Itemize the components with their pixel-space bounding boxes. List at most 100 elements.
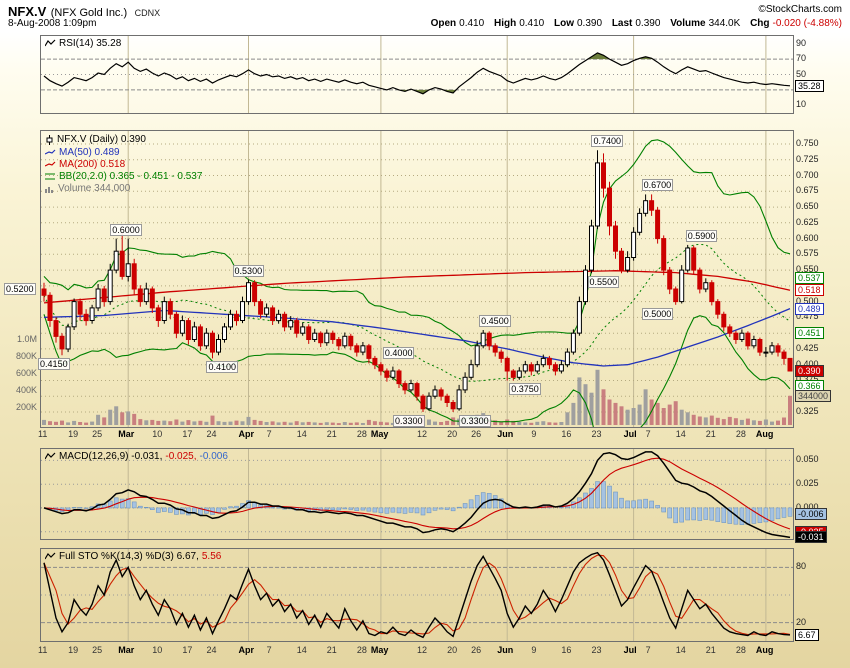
price-axis-label: 0.725 (796, 153, 819, 164)
ma50-legend: MA(50) 0.489 (45, 147, 120, 158)
x-axis-label: 10 (152, 429, 163, 439)
volume-legend-label: Volume 344,000 (58, 183, 131, 194)
x-axis-label: 16 (561, 645, 572, 655)
volume-value: 344.0K (708, 18, 741, 29)
ma50-legend-label: MA(50) 0.489 (59, 147, 120, 158)
x-axis-label: 7 (645, 645, 651, 655)
volume-axis-label: 600K (15, 368, 37, 378)
price-axis-label: 0.500 (796, 295, 819, 306)
x-axis-label: 19 (68, 429, 79, 439)
x-axis-label: 26 (471, 429, 482, 439)
x-axis-label: 12 (417, 429, 428, 439)
x-axis-label: 17 (182, 429, 193, 439)
volume-legend: Volume 344,000 (45, 183, 130, 194)
macd-hist-value: -0.006 (199, 451, 228, 462)
sto-d-value: 5.56 (201, 551, 222, 562)
x-axis-label: 28 (356, 429, 367, 439)
x-axis-label: 28 (735, 429, 746, 439)
chart-datetime: 8-Aug-2008 1:09pm (8, 18, 97, 29)
x-axis-label: 20 (447, 645, 458, 655)
last-value-badge: 0.390 (795, 365, 824, 377)
rsi-line-icon (45, 39, 56, 48)
sto-panel (40, 548, 794, 642)
candlestick-icon (45, 134, 54, 145)
x-axis-label: Jun (497, 429, 514, 439)
macd-line-icon (45, 452, 56, 461)
x-axis-label: 14 (296, 645, 307, 655)
x-axis-label: Aug (755, 429, 774, 439)
price-plot (41, 131, 793, 427)
x-axis-label: Jul (623, 429, 637, 439)
macd-legend: MACD(12,26,9) -0.031, -0.025, -0.006 (45, 451, 228, 462)
x-axis-label: 14 (675, 429, 686, 439)
rsi-legend: RSI(14) 35.28 (45, 38, 121, 49)
rsi-axis-label: 90 (796, 37, 807, 48)
x-axis-label: 19 (68, 645, 79, 655)
macd-axis-label: 0.025 (796, 478, 819, 489)
x-axis-label: 21 (705, 645, 716, 655)
last-value: 0.390 (635, 18, 661, 29)
price-panel (40, 130, 794, 428)
symbol: NFX.V (8, 4, 47, 19)
x-axis-label: 17 (182, 645, 193, 655)
sto-legend: Full STO %K(14,3) %D(3) 6.67, 5.56 (45, 551, 221, 562)
x-axis-label: 16 (561, 429, 572, 439)
high-value: 0.410 (519, 18, 545, 29)
x-axis-label: 20 (447, 429, 458, 439)
price-axis-label: 0.400 (796, 358, 819, 369)
x-axis-label: Aug (755, 645, 774, 655)
price-annotation: 0.4500 (479, 315, 511, 328)
chart-header: NFX.V (NFX Gold Inc.) CDNX (8, 3, 160, 21)
macd-panel (40, 448, 794, 540)
price-annotation: 0.3300 (393, 414, 425, 427)
price-annotation: 0.7400 (591, 135, 623, 148)
price-annotation: 0.4000 (382, 347, 415, 360)
macd-axis-label: 0.000 (796, 502, 819, 512)
x-axis-label: 26 (471, 645, 482, 655)
sto-axis-label: 80 (796, 561, 807, 572)
ma200-legend-label: MA(200) 0.518 (59, 159, 126, 170)
price-annotation: 0.5300 (232, 264, 265, 277)
price-annotation: 0.3300 (459, 414, 491, 427)
x-axis-label: 24 (206, 429, 217, 439)
bollinger-legend-label: BB(20,2.0) 0.365 - 0.451 - 0.537 (59, 171, 203, 182)
x-axis-label: Apr (238, 429, 255, 439)
x-axis-label: 28 (735, 645, 746, 655)
price-axis-label: 0.750 (796, 137, 819, 148)
x-axis-label: 7 (645, 429, 651, 439)
last-label: Last (611, 18, 633, 29)
volume-axis-label: 200K (15, 402, 37, 412)
bollinger-legend: BB(20,2.0) 0.365 - 0.451 - 0.537 (45, 171, 202, 182)
x-axis-label: Jun (497, 645, 514, 655)
chg-label: Chg (750, 18, 770, 29)
volume-bars-icon (45, 184, 55, 193)
open-value: 0.410 (459, 18, 485, 29)
x-axis-label: May (370, 429, 389, 439)
rsi-legend-label: RSI(14) 35.28 (59, 38, 122, 49)
macd-value-badge: -0.031 (795, 531, 827, 544)
stockcharts-copyright: ©StockCharts.com (758, 4, 842, 15)
price-annotation: 0.3750 (509, 383, 541, 396)
x-axis-label: 12 (417, 645, 428, 655)
sto-line-icon (45, 552, 56, 561)
last-value-badge: 0.518 (795, 284, 824, 297)
macd-plot (41, 449, 793, 539)
price-axis-label: 0.325 (796, 405, 819, 416)
open-label: Open (430, 18, 457, 29)
rsi-axis-label: 10 (796, 99, 807, 110)
price-legend: NFX.V (Daily) 0.390 (45, 134, 146, 145)
x-axis-label: 7 (266, 429, 272, 439)
price-annotation: 0.6700 (641, 179, 674, 192)
x-axis-label: Mar (118, 429, 135, 439)
price-axis-label: 0.675 (796, 185, 819, 196)
price-annotation: 0.4150 (38, 358, 70, 371)
x-axis-label: 23 (591, 429, 602, 439)
sto-value-badge: 6.67 (795, 628, 819, 641)
price-annotation: 0.6000 (110, 223, 142, 236)
x-axis-label: 21 (705, 429, 716, 439)
chg-value: -0.020 (-4.88%) (772, 18, 842, 29)
price-annotation: 0.5200 (4, 283, 36, 296)
ma200-legend: MA(200) 0.518 (45, 159, 125, 170)
x-axis-label: 28 (356, 645, 367, 655)
